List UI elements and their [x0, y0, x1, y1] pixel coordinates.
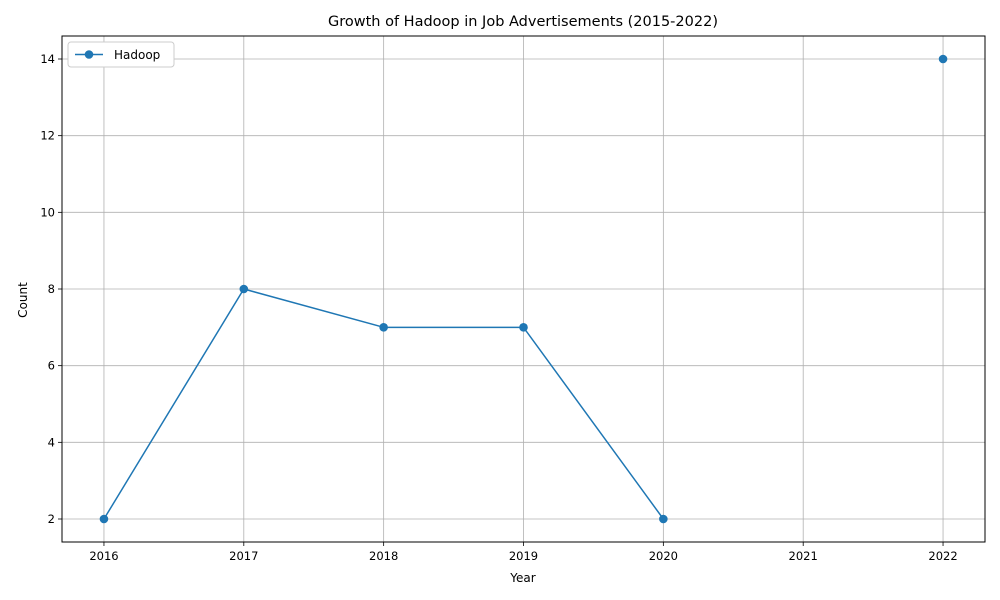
x-tick-label: 2020	[649, 549, 678, 563]
y-tick-label: 8	[48, 282, 55, 296]
data-point	[519, 323, 528, 332]
y-tick-label: 6	[48, 359, 55, 373]
chart-title: Growth of Hadoop in Job Advertisements (…	[328, 14, 718, 30]
y-tick-label: 12	[40, 129, 55, 143]
y-tick-label: 14	[40, 52, 55, 66]
data-point	[239, 284, 249, 294]
grid	[62, 36, 985, 542]
y-axis-label: Count	[16, 282, 30, 318]
legend-marker	[84, 50, 94, 59]
data-point	[659, 514, 668, 524]
legend-box	[67, 41, 175, 68]
plot-frame	[61, 35, 986, 543]
x-tick-label: 2019	[509, 549, 538, 563]
x-tick-label: 2022	[928, 549, 957, 563]
plot-area	[99, 54, 948, 524]
legend: Hadoop	[67, 41, 175, 68]
x-axis: 2016 2017 2018 2019 2020 2021 2022	[89, 542, 958, 563]
y-tick-label: 4	[48, 435, 55, 449]
x-tick-label: 2021	[789, 549, 818, 563]
y-tick-label: 10	[40, 205, 55, 219]
x-axis-label: Year	[509, 571, 535, 585]
x-tick-label: 2017	[229, 549, 258, 563]
data-point	[938, 54, 948, 64]
data-point	[379, 323, 388, 332]
y-axis: 2 4 6 8 10 12 14	[40, 52, 62, 526]
y-tick-label: 2	[48, 512, 55, 526]
data-point	[99, 514, 109, 524]
legend-label: Hadoop	[114, 48, 160, 62]
x-tick-label: 2016	[89, 549, 118, 563]
x-tick-label: 2018	[369, 549, 398, 563]
